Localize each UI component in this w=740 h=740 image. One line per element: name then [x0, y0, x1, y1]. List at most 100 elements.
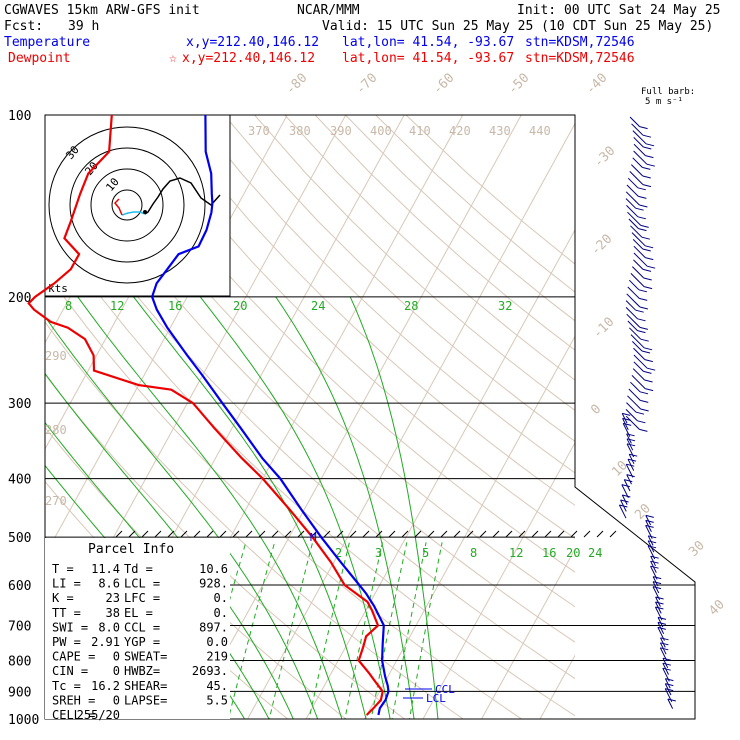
temperature-tick-label: -70	[353, 71, 380, 98]
wind-barb-flag	[637, 420, 646, 424]
parcel-value: K =	[52, 591, 74, 605]
isotherm-line	[305, 228, 575, 719]
parcel-value: 0	[113, 664, 120, 678]
wind-barb	[633, 361, 644, 372]
wind-barb	[628, 453, 635, 465]
wind-barb-flag	[650, 555, 659, 559]
wind-barb	[618, 504, 627, 519]
parcel-value: LI =	[52, 577, 81, 591]
parcel-value: LCL =	[124, 577, 160, 591]
wind-barb-flag	[623, 422, 632, 426]
parcel-value: 11.4	[91, 562, 120, 576]
wind-barb-flag	[667, 698, 676, 702]
wind-barb	[632, 130, 647, 145]
wind-barbs	[618, 116, 676, 709]
wind-barb-flag	[642, 268, 652, 272]
wind-barb-flag	[645, 514, 654, 518]
wind-barb	[625, 415, 640, 430]
shear-tick	[479, 530, 487, 538]
temperature-tick-label: -10	[590, 315, 617, 342]
wind-barb-flag	[644, 359, 653, 363]
moist-adiabat-line	[199, 296, 391, 719]
wind-barb-flag	[629, 453, 638, 457]
wind-barb-flag	[626, 438, 636, 442]
moist-adiabat-line	[275, 296, 415, 719]
wind-barb	[633, 137, 644, 148]
shear-tick	[544, 530, 552, 538]
wind-barb-flag	[655, 596, 664, 600]
wind-barb-flag	[647, 367, 656, 371]
wind-barb	[621, 484, 629, 499]
wind-barb-flag	[639, 391, 649, 395]
shear-tick	[518, 530, 526, 538]
wind-barb	[632, 341, 643, 352]
wind-barb-flag	[660, 637, 669, 641]
temperature-tick-label: -80	[283, 71, 310, 98]
temperature-tick-label: -40	[583, 71, 610, 98]
shear-tick	[284, 530, 292, 538]
dry-adiabat-line	[45, 218, 575, 717]
moist-adiabat-line	[77, 296, 343, 719]
wind-barb-flag	[648, 540, 657, 544]
wind-barb-flag	[639, 306, 649, 310]
pressure-tick-label: 500	[8, 531, 31, 546]
dewpoint-xy: x,y=212.40,146.12	[182, 51, 315, 66]
shear-tick	[349, 530, 357, 538]
header: CGWAVES 15km ARW-GFS init NCAR/MMM Init:…	[4, 3, 721, 66]
wind-barb-flag	[639, 204, 648, 208]
wind-barb-flag	[639, 297, 648, 301]
shear-tick	[115, 530, 123, 538]
wind-barb-flag	[640, 399, 649, 403]
wind-barb-flag	[642, 248, 651, 252]
wind-barb	[626, 433, 632, 444]
wind-barb	[629, 171, 644, 185]
parcel-value: 8.0	[98, 620, 120, 634]
wind-barb	[632, 368, 645, 381]
theta-tick-label: 270	[45, 494, 67, 508]
parcel-value: SHEAR=	[124, 679, 167, 693]
wind-barb-flag	[657, 626, 666, 630]
wind-barb-flag	[662, 667, 671, 671]
wind-barb	[662, 657, 669, 669]
wind-barb-flag	[662, 657, 672, 661]
wind-barb-flag	[643, 370, 652, 374]
model-title: CGWAVES 15km ARW-GFS init	[4, 3, 200, 18]
wind-barb-flag	[650, 560, 659, 564]
parcel-value: 8.6	[98, 577, 120, 591]
parcel-value: 45.	[206, 679, 228, 693]
dry-adiabat-line	[375, 115, 575, 293]
wind-barb-flag	[621, 484, 630, 488]
shear-tick	[427, 530, 435, 538]
mixing-ratio-tick-label: 24	[588, 546, 602, 560]
wind-barb-flag	[648, 535, 657, 539]
dewpoint-station: stn=KDSM,72546	[525, 51, 635, 66]
theta-tick-label: 290	[45, 349, 67, 363]
dry-adiabat-line	[284, 115, 575, 381]
temperature-tick-label: 40	[706, 597, 728, 619]
hodograph-ring-20	[90, 168, 164, 242]
isotherm-line	[422, 441, 575, 719]
wind-barb-flag	[626, 474, 635, 478]
theta-tick-label: 430	[489, 124, 511, 138]
wind-barb-flag	[640, 408, 649, 412]
valid-time: Valid: 15 UTC Sun 25 May 25 (10 CDT Sun …	[322, 19, 713, 34]
mixing-ratio-tick-label: 5	[422, 546, 429, 560]
wind-barb-flag	[635, 207, 644, 211]
isotherm-line	[188, 115, 522, 719]
wind-barb	[645, 515, 652, 526]
wind-barb-flag	[639, 428, 648, 432]
wind-barb-flag	[619, 504, 628, 508]
wind-barb-flag	[642, 184, 652, 188]
parcel-value: Tc =	[52, 679, 81, 693]
moist-adiabat-line	[45, 315, 319, 719]
shear-tick	[258, 530, 266, 538]
wind-barb	[630, 381, 641, 393]
shear-tick	[466, 530, 474, 538]
parcel-value: SREH =	[52, 693, 95, 707]
wind-barb-flag	[637, 330, 646, 334]
temperature-legend: Temperature	[4, 35, 90, 50]
temperature-tick-label: -30	[591, 144, 618, 171]
pressure-tick-label: 300	[8, 397, 31, 412]
temperature-tick-label: 20	[632, 501, 654, 523]
